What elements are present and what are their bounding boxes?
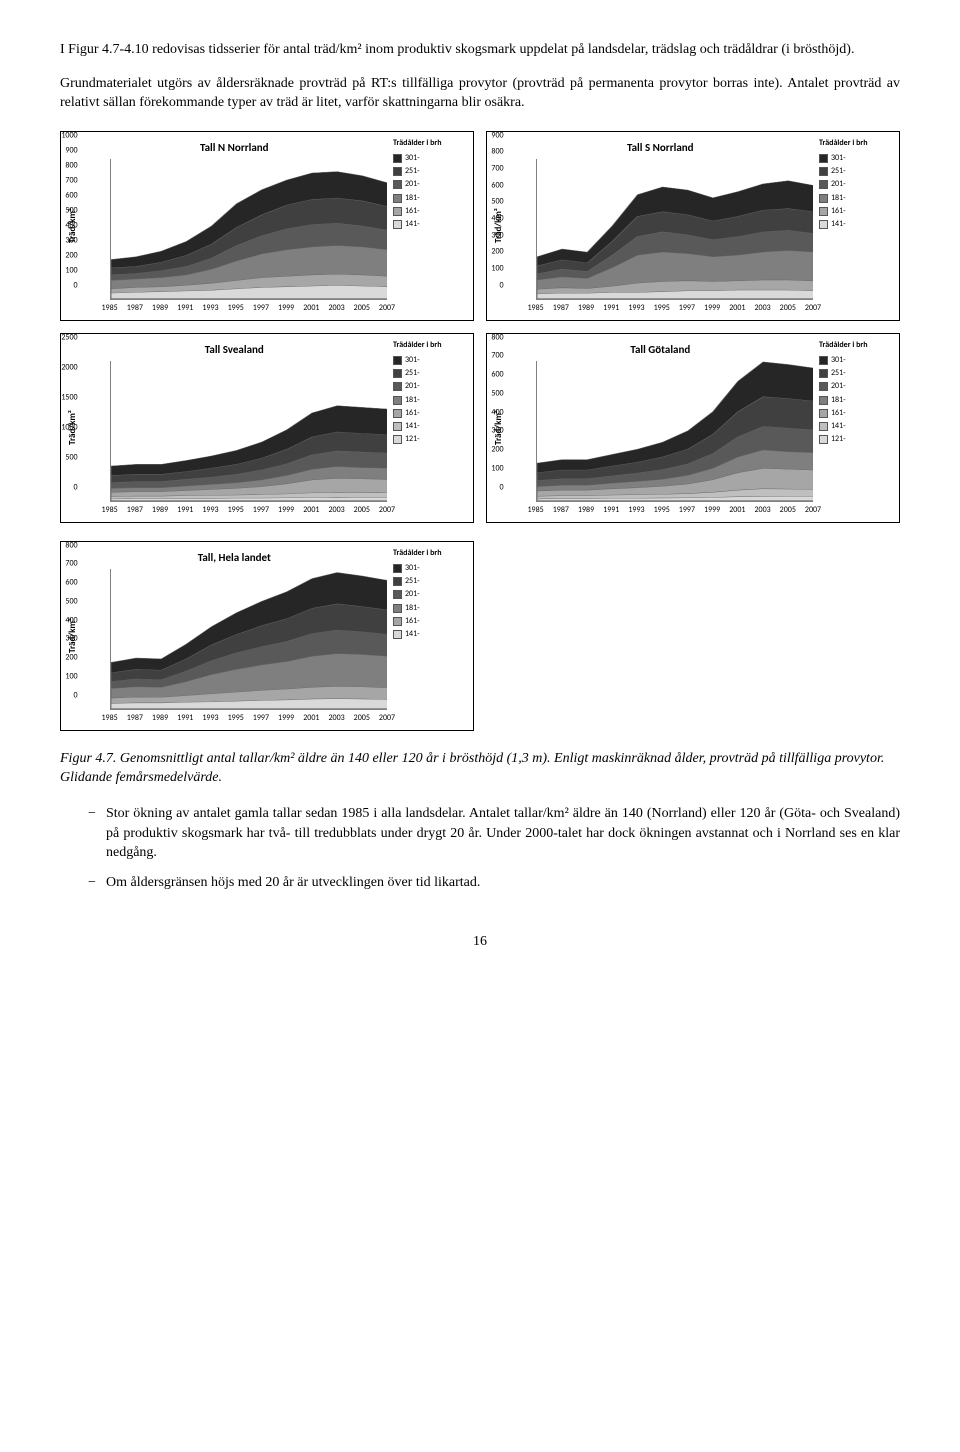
chart-title: Tall Svealand	[82, 340, 387, 361]
intro-para-2: Grundmaterialet utgörs av åldersräknade …	[60, 74, 900, 113]
bullet-list: Stor ökning av antalet gamla tallar seda…	[88, 804, 900, 892]
legend-item: 141-	[819, 219, 891, 230]
plot-area	[536, 159, 813, 300]
legend-item: 161-	[393, 616, 465, 627]
legend-item: 301-	[393, 355, 465, 366]
plot-area	[110, 159, 387, 300]
chart-title: Tall, Hela landet	[82, 548, 387, 569]
chart-sveal: Träd/km²Tall Svealand0500100015002000250…	[60, 333, 474, 523]
legend-item: 141-	[819, 421, 891, 432]
chart-title: Tall S Norrland	[508, 138, 813, 159]
charts-grid-bottom: Träd/km²Tall, Hela landet010020030040050…	[60, 541, 900, 731]
legend-item: 201-	[819, 381, 891, 392]
chart-hela: Träd/km²Tall, Hela landet010020030040050…	[60, 541, 474, 731]
legend: Trädålder i brh301-251-201-181-161-141-	[387, 138, 465, 314]
legend-item: 251-	[393, 166, 465, 177]
legend-item: 201-	[393, 381, 465, 392]
legend-item: 181-	[393, 193, 465, 204]
legend-item: 201-	[393, 179, 465, 190]
plot-area	[536, 361, 813, 502]
chart-title: Tall N Norrland	[82, 138, 387, 159]
legend-item: 181-	[393, 395, 465, 406]
legend-item: 161-	[393, 408, 465, 419]
chart-gotal: Träd/km²Tall Götaland0100200300400500600…	[486, 333, 900, 523]
legend-item: 301-	[393, 153, 465, 164]
legend-item: 121-	[393, 434, 465, 445]
chart-title: Tall Götaland	[508, 340, 813, 361]
plot-area	[110, 569, 387, 710]
legend-item: 201-	[393, 589, 465, 600]
legend: Trädålder i brh301-251-201-181-161-141-1…	[387, 340, 465, 516]
chart-nnorr: Träd/km²Tall N Norrland01002003004005006…	[60, 131, 474, 321]
legend-item: 301-	[393, 563, 465, 574]
chart-snorr: Träd/km²Tall S Norrland01002003004005006…	[486, 131, 900, 321]
legend: Trädålder i brh301-251-201-181-161-141-	[387, 548, 465, 724]
page-number: 16	[60, 932, 900, 952]
legend: Trädålder i brh301-251-201-181-161-141-	[813, 138, 891, 314]
legend-item: 251-	[393, 368, 465, 379]
bullet-item: Om åldersgränsen höjs med 20 år är utvec…	[88, 873, 900, 893]
legend-item: 141-	[393, 629, 465, 640]
legend-item: 251-	[393, 576, 465, 587]
legend-item: 251-	[819, 166, 891, 177]
plot-area	[110, 361, 387, 502]
legend-item: 301-	[819, 153, 891, 164]
legend-item: 161-	[819, 206, 891, 217]
legend-item: 301-	[819, 355, 891, 366]
legend-item: 181-	[393, 603, 465, 614]
charts-grid-top: Träd/km²Tall N Norrland01002003004005006…	[60, 131, 900, 523]
intro-para-1: I Figur 4.7-4.10 redovisas tidsserier fö…	[60, 40, 900, 60]
figure-caption: Figur 4.7. Genomsnittligt antal tallar/k…	[60, 749, 900, 788]
legend-item: 161-	[393, 206, 465, 217]
legend: Trädålder i brh301-251-201-181-161-141-1…	[813, 340, 891, 516]
bullet-item: Stor ökning av antalet gamla tallar seda…	[88, 804, 900, 863]
legend-item: 181-	[819, 193, 891, 204]
legend-item: 161-	[819, 408, 891, 419]
legend-item: 121-	[819, 434, 891, 445]
legend-item: 141-	[393, 219, 465, 230]
legend-item: 251-	[819, 368, 891, 379]
legend-item: 141-	[393, 421, 465, 432]
legend-item: 181-	[819, 395, 891, 406]
legend-item: 201-	[819, 179, 891, 190]
